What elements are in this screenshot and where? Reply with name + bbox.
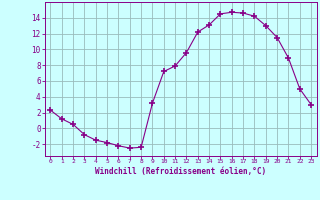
X-axis label: Windchill (Refroidissement éolien,°C): Windchill (Refroidissement éolien,°C): [95, 167, 266, 176]
